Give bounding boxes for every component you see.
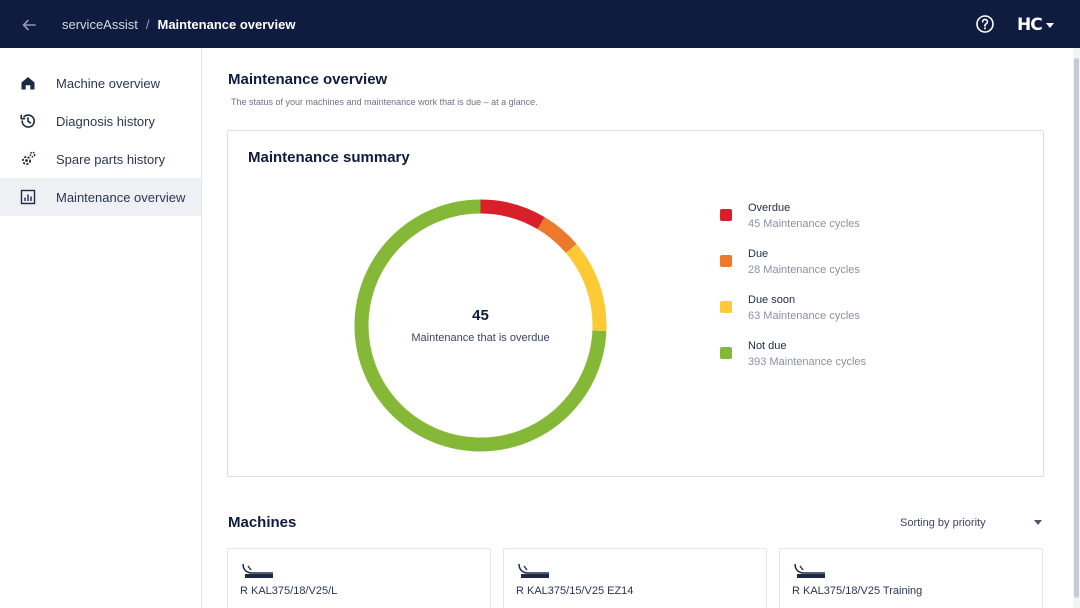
help-icon (976, 15, 994, 33)
donut-segment-overdue[interactable] (480, 199, 545, 230)
machine-card[interactable]: R KAL375/18/V25 Training (779, 548, 1043, 608)
donut-chart: 45 Maintenance that is overdue (348, 193, 613, 458)
sidebar-item-label: Machine overview (56, 75, 161, 91)
caret-down-icon (1045, 22, 1054, 28)
gears-icon (22, 151, 36, 165)
donut-segment-due-soon[interactable] (565, 243, 607, 332)
breadcrumb-separator: / (145, 16, 150, 32)
legend-swatch (720, 209, 732, 221)
history-icon (20, 114, 35, 128)
sidebar: Machine overview Diagnosis history Spare… (0, 48, 202, 608)
page-subtitle: The status of your machines and maintena… (231, 97, 538, 107)
maintenance-summary-card: Maintenance summary 45 Maintenance that … (227, 130, 1044, 477)
legend-label: Not due (748, 340, 787, 352)
sidebar-item-label: Spare parts history (56, 151, 166, 167)
help-button[interactable] (975, 14, 995, 34)
sort-dropdown[interactable]: Sorting by priority (900, 515, 1042, 531)
machine-card[interactable]: R KAL375/18/V25/L (227, 548, 491, 608)
machine-icon (794, 563, 825, 578)
legend-swatch (720, 255, 732, 267)
legend-count: 45 Maintenance cycles (748, 218, 860, 230)
sort-dropdown-label: Sorting by priority (900, 517, 986, 529)
sidebar-item-diagnosis-history[interactable]: Diagnosis history (0, 102, 201, 140)
machine-icon (518, 563, 549, 578)
legend-count: 28 Maintenance cycles (748, 264, 860, 276)
home-icon (21, 77, 35, 90)
legend-swatch (720, 347, 732, 359)
brand-logo-menu[interactable]: HC (1017, 14, 1054, 36)
machine-card[interactable]: R KAL375/15/V25 EZ14 (503, 548, 767, 608)
machine-name: R KAL375/18/V25 Training (792, 585, 923, 597)
breadcrumb: serviceAssist / Maintenance overview (62, 0, 295, 48)
page-title: Maintenance overview (228, 71, 388, 88)
donut-center-value: 45 (472, 307, 489, 324)
sidebar-item-machine-overview[interactable]: Machine overview (0, 64, 201, 102)
summary-title: Maintenance summary (248, 149, 410, 166)
top-bar: serviceAssist / Maintenance overview HC (0, 0, 1080, 48)
machine-icon (242, 563, 273, 578)
sidebar-item-spare-parts-history[interactable]: Spare parts history (0, 140, 201, 178)
legend-count: 63 Maintenance cycles (748, 310, 860, 322)
sidebar-item-label: Maintenance overview (56, 189, 186, 205)
sidebar-item-maintenance-overview[interactable]: Maintenance overview (0, 178, 201, 216)
machines-section-title: Machines (228, 514, 297, 531)
donut-segment-not-due[interactable] (354, 199, 607, 452)
chart-icon (20, 189, 36, 205)
legend-swatch (720, 301, 732, 313)
donut-center-caption: Maintenance that is overdue (411, 332, 550, 344)
arrow-left-icon (22, 19, 36, 31)
sidebar-item-label: Diagnosis history (56, 113, 155, 129)
donut-segment-due[interactable] (537, 217, 577, 254)
scrollbar-thumb[interactable] (1074, 58, 1079, 598)
donut-chart-svg (354, 199, 607, 452)
legend-label: Overdue (748, 202, 791, 214)
breadcrumb-app-link[interactable]: serviceAssist (62, 16, 138, 32)
legend-count: 393 Maintenance cycles (748, 356, 867, 368)
legend-label: Due soon (748, 294, 796, 306)
machine-name: R KAL375/18/V25/L (240, 585, 338, 597)
machine-name: R KAL375/15/V25 EZ14 (516, 585, 634, 597)
donut-center: 45 Maintenance that is overdue (348, 193, 613, 458)
back-button[interactable] (18, 14, 40, 36)
legend-label: Due (748, 248, 769, 260)
breadcrumb-current-page: Maintenance overview (157, 16, 296, 32)
main-content: Maintenance overview The status of your … (203, 48, 1073, 608)
brand-logo: HC (1017, 15, 1043, 35)
caret-down-icon (1034, 520, 1042, 525)
page-scrollbar[interactable] (1073, 48, 1080, 608)
